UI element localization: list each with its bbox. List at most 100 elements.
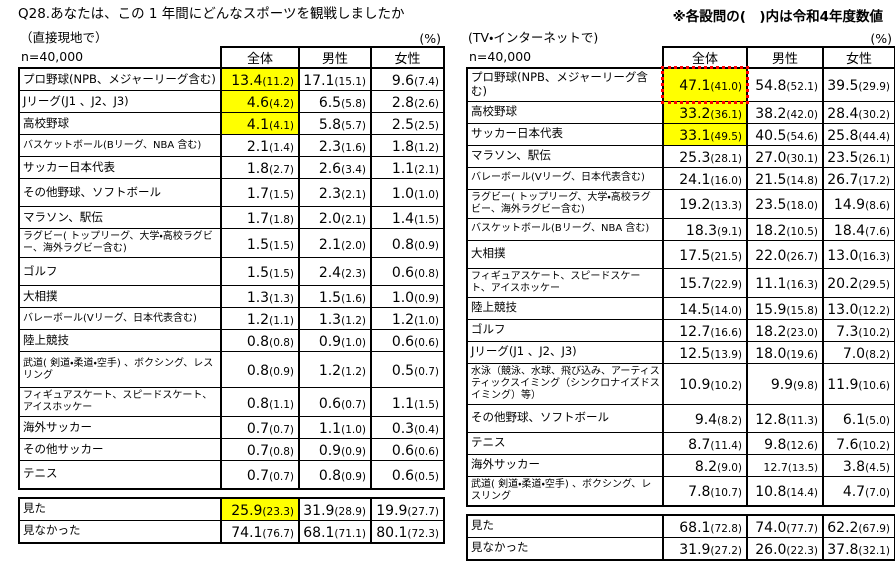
value-current: 31.9 bbox=[303, 502, 335, 519]
value-previous: (1.5) bbox=[414, 214, 439, 226]
subtitle-venue: （直接現地で） bbox=[20, 30, 108, 45]
sport-label: 大相撲 bbox=[18, 285, 222, 308]
cell-total: 47.1(41.0) bbox=[662, 66, 750, 105]
sport-label: Jリーグ(J1 、J2、J3) bbox=[466, 340, 664, 364]
cell-total: 33.1(49.5) bbox=[662, 122, 748, 146]
value-current: 0.7 bbox=[246, 443, 270, 459]
table-row: その他野球、ソフトボール 1.7(1.5) 2.3(2.1) 1.0(1.0) bbox=[18, 178, 445, 207]
table-row: Jリーグ(J1 、J2、J3) 12.5(13.9) 18.0(19.6) 7.… bbox=[466, 340, 895, 364]
value-current: 1.1 bbox=[318, 421, 342, 437]
value-current: 54.8 bbox=[755, 78, 787, 95]
value-previous: (1.4) bbox=[269, 142, 294, 154]
sport-label: 武道( 剣道・柔道・空手) 、ボクシング、レスリング bbox=[18, 351, 222, 388]
value-previous: (0.7) bbox=[269, 424, 294, 436]
sport-label: その他野球、ソフトボール bbox=[18, 178, 222, 207]
value-previous: (1.5) bbox=[269, 268, 294, 280]
value-current: 11.9 bbox=[827, 377, 859, 394]
value-current: 22.0 bbox=[755, 247, 787, 264]
value-previous: (23.3) bbox=[262, 505, 294, 518]
cell-female: 37.8(32.1) bbox=[822, 536, 895, 561]
value-current: 62.2 bbox=[827, 519, 859, 536]
value-previous: (13.5) bbox=[787, 462, 818, 474]
sport-label: ラグビー( トップリーグ、大学・高校ラグビー、海外ラグビー含む) bbox=[466, 188, 664, 219]
value-current: 12.7 bbox=[679, 323, 711, 340]
cell-female: 19.9(27.7) bbox=[370, 496, 445, 521]
value-previous: (0.5) bbox=[414, 470, 439, 483]
value-current: 7.0 bbox=[842, 345, 866, 362]
value-previous: (14.0) bbox=[710, 304, 742, 317]
value-current: 7.8 bbox=[688, 484, 711, 501]
table-row: Jリーグ(J1 、J2、J3) 4.6(4.2) 6.5(5.8) 2.8(2.… bbox=[18, 90, 445, 113]
value-current: 74.1 bbox=[231, 524, 263, 541]
cell-total: 0.7(0.7) bbox=[220, 416, 300, 439]
cell-female: 13.0(12.2) bbox=[822, 296, 895, 320]
sport-label: バスケットボール(Bリーグ、NBA 含む) bbox=[466, 217, 664, 241]
value-previous: (3.4) bbox=[341, 164, 366, 176]
cell-male: 31.9(28.9) bbox=[298, 496, 372, 521]
value-current: 0.9 bbox=[318, 443, 342, 459]
value-previous: (16.3) bbox=[858, 250, 890, 263]
cell-male: 11.1(16.3) bbox=[746, 267, 824, 298]
value-current: 20.2 bbox=[827, 276, 859, 293]
value-current: 1.8 bbox=[391, 139, 415, 155]
value-current: 12.5 bbox=[679, 345, 711, 362]
cell-female: 14.9(8.6) bbox=[822, 188, 895, 219]
value-previous: (32.1) bbox=[858, 544, 890, 557]
value-previous: (49.5) bbox=[710, 130, 742, 143]
value-previous: (22.3) bbox=[786, 544, 818, 557]
value-previous: (0.9) bbox=[269, 366, 294, 378]
value-previous: (22.9) bbox=[710, 279, 742, 292]
cell-female: 1.4(1.5) bbox=[370, 206, 445, 229]
value-previous: (72.3) bbox=[407, 527, 439, 540]
value-current: 17.5 bbox=[679, 247, 711, 264]
value-previous: (10.2) bbox=[710, 380, 742, 393]
cell-total: 1.7(1.5) bbox=[220, 178, 300, 207]
value-previous: (7.4) bbox=[414, 76, 439, 88]
value-current: 18.2 bbox=[755, 323, 787, 340]
value-previous: (0.6) bbox=[414, 337, 439, 349]
cell-total: 9.4(8.2) bbox=[662, 403, 748, 433]
sport-label: ゴルフ bbox=[18, 257, 222, 286]
value-current: 39.5 bbox=[827, 78, 859, 95]
venue-table: n=40,000 全体 男性 女性 プロ野球(NPB、メジャーリーグ含む) 13… bbox=[18, 46, 445, 490]
cell-female: 9.6(7.4) bbox=[370, 67, 445, 91]
value-current: 9.9 bbox=[770, 377, 794, 394]
value-current: 33.2 bbox=[679, 105, 711, 122]
cell-female: 7.3(10.2) bbox=[822, 318, 895, 342]
value-current: 1.7 bbox=[246, 211, 270, 227]
cell-female: 25.8(44.4) bbox=[822, 122, 895, 146]
value-previous: (44.4) bbox=[858, 130, 890, 143]
value-current: 68.1 bbox=[679, 519, 711, 536]
cell-female: 62.2(67.9) bbox=[822, 513, 895, 538]
value-previous: (14.4) bbox=[786, 487, 818, 500]
cell-total: 17.5(21.5) bbox=[662, 239, 748, 269]
sample-size: n=40,000 bbox=[469, 49, 532, 64]
value-previous: (1.2) bbox=[414, 142, 439, 154]
cell-total: 8.2(9.0) bbox=[662, 453, 748, 477]
value-previous: (11.2) bbox=[262, 76, 294, 88]
value-current: 1.7 bbox=[246, 186, 270, 202]
value-current: 12.8 bbox=[755, 411, 787, 428]
value-previous: (1.2) bbox=[341, 315, 366, 327]
value-previous: (21.5) bbox=[710, 250, 742, 263]
value-current: 1.0 bbox=[391, 290, 415, 306]
value-current: 0.7 bbox=[246, 421, 270, 437]
sport-label: 高校野球 bbox=[18, 112, 222, 135]
cell-total: 25.9(23.3) bbox=[220, 496, 300, 521]
value-current: 6.5 bbox=[318, 95, 342, 111]
value-current: 0.8 bbox=[246, 395, 270, 412]
value-current: 40.5 bbox=[755, 127, 787, 144]
value-previous: (2.3) bbox=[341, 268, 366, 280]
sport-label: Jリーグ(J1 、J2、J3) bbox=[18, 90, 222, 113]
cell-male: 17.1(15.1) bbox=[298, 67, 372, 91]
value-current: 1.1 bbox=[391, 395, 415, 412]
cell-female: 6.1(5.0) bbox=[822, 403, 895, 433]
value-previous: (0.7) bbox=[414, 366, 439, 378]
value-previous: (26.1) bbox=[858, 152, 890, 165]
cell-total: 18.3(9.1) bbox=[662, 217, 748, 241]
table-row: 大相撲 17.5(21.5) 22.0(26.7) 13.0(16.3) bbox=[466, 239, 895, 269]
value-previous: (1.0) bbox=[341, 424, 366, 436]
value-current: 68.1 bbox=[303, 524, 335, 541]
value-previous: (10.2) bbox=[858, 439, 890, 452]
value-current: 2.0 bbox=[318, 211, 342, 227]
